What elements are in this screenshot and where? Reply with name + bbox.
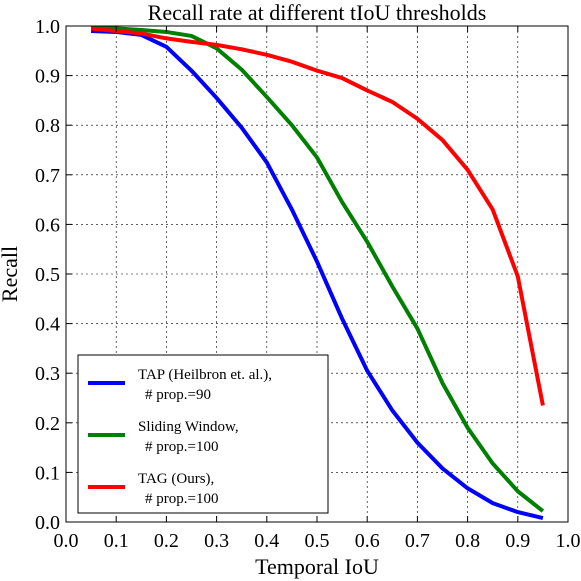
legend-sublabel-0: # prop.=90 — [145, 387, 211, 403]
legend-sublabel-1: # prop.=100 — [145, 439, 218, 455]
legend-sublabel-2: # prop.=100 — [145, 491, 218, 507]
legend-label-1: Sliding Window, — [138, 419, 239, 435]
x-tick-label: 0.1 — [104, 530, 129, 552]
y-tick-label: 0.3 — [35, 363, 60, 385]
y-tick-label: 0.4 — [35, 314, 60, 336]
x-axis-title: Temporal IoU — [255, 554, 379, 579]
y-tick-label: 0.9 — [35, 66, 60, 88]
tick-marks — [65, 25, 569, 523]
x-tick-label: 0.6 — [355, 530, 380, 552]
y-tick-label: 1.0 — [35, 16, 60, 38]
y-tick-label: 0.7 — [35, 165, 60, 187]
chart-title: Recall rate at different tIoU thresholds — [148, 0, 487, 25]
x-tick-label: 0.2 — [154, 530, 179, 552]
legend-label-2: TAG (Ours), — [138, 471, 214, 487]
x-tick-label: 0.0 — [54, 530, 79, 552]
y-tick-label: 0.6 — [35, 214, 60, 236]
x-tick-label: 0.3 — [204, 530, 229, 552]
x-tick-labels: 0.0 0.1 0.2 0.3 0.4 0.5 0.6 0.7 0.8 0.9 1.0 — [54, 530, 581, 552]
y-tick-label: 0.5 — [35, 264, 60, 286]
x-tick-label: 0.7 — [405, 530, 430, 552]
legend-label-0: TAP (Heilbron et. al.), — [138, 367, 272, 383]
x-tick-label: 1.0 — [556, 530, 581, 552]
y-tick-labels: 0.0 0.1 0.2 0.3 0.4 0.5 0.6 0.7 0.8 0.9 1.0 — [35, 16, 60, 534]
series-line-0 — [91, 28, 544, 520]
series-line-2 — [90, 26, 545, 406]
y-tick-label: 0.1 — [35, 462, 60, 484]
y-tick-label: 0.0 — [35, 512, 60, 534]
x-tick-label: 0.5 — [305, 530, 330, 552]
y-axis-title: Recall — [0, 246, 22, 302]
x-tick-label: 0.9 — [505, 530, 530, 552]
y-tick-label: 0.8 — [35, 115, 60, 137]
x-tick-label: 0.4 — [254, 530, 279, 552]
x-tick-label: 0.8 — [455, 530, 480, 552]
y-tick-label: 0.2 — [35, 413, 60, 435]
legend: TAP (Heilbron et. al.), # prop.=90 Sliding… — [77, 354, 329, 514]
